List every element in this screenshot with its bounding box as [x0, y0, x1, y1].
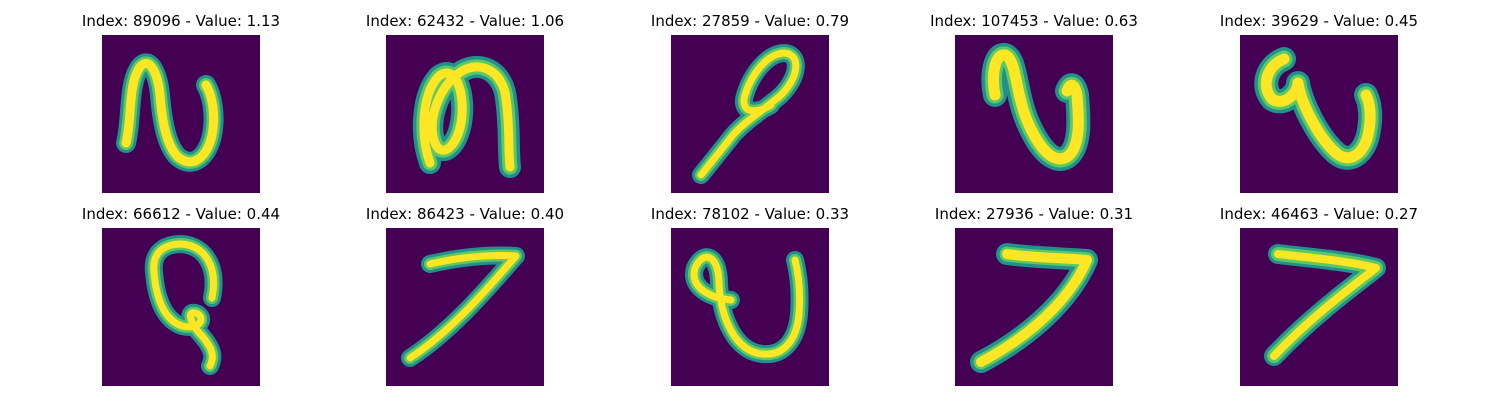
panel-title: Index: 46463 - Value: 0.27	[1219, 205, 1419, 223]
panel-title: Index: 27936 - Value: 0.31	[934, 205, 1134, 223]
digit-image	[671, 35, 829, 193]
panel-title: Index: 62432 - Value: 1.06	[365, 12, 565, 30]
digit-image	[102, 228, 260, 386]
panel-2: Index: 62432 - Value: 1.06	[345, 12, 585, 193]
digit-image	[102, 35, 260, 193]
panel-1: Index: 89096 - Value: 1.13	[61, 12, 301, 193]
panel-9: Index: 27936 - Value: 0.31	[914, 205, 1154, 386]
panel-title: Index: 89096 - Value: 1.13	[81, 12, 281, 30]
panel-title: Index: 39629 - Value: 0.45	[1219, 12, 1419, 30]
panel-6: Index: 66612 - Value: 0.44	[61, 205, 301, 386]
panel-4: Index: 107453 - Value: 0.63	[914, 12, 1154, 193]
digit-image	[386, 35, 544, 193]
digit-image	[1240, 228, 1398, 386]
panel-title: Index: 86423 - Value: 0.40	[365, 205, 565, 223]
digit-image	[1240, 35, 1398, 193]
digit-image	[955, 228, 1113, 386]
panel-5: Index: 39629 - Value: 0.45	[1199, 12, 1439, 193]
digit-image	[671, 228, 829, 386]
digit-image	[386, 228, 544, 386]
panel-3: Index: 27859 - Value: 0.79	[630, 12, 870, 193]
panel-title: Index: 66612 - Value: 0.44	[81, 205, 281, 223]
panel-title: Index: 78102 - Value: 0.33	[650, 205, 850, 223]
panel-8: Index: 78102 - Value: 0.33	[630, 205, 870, 386]
digit-image	[955, 35, 1113, 193]
panel-title: Index: 27859 - Value: 0.79	[650, 12, 850, 30]
panel-10: Index: 46463 - Value: 0.27	[1199, 205, 1439, 386]
panel-7: Index: 86423 - Value: 0.40	[345, 205, 585, 386]
panel-title: Index: 107453 - Value: 0.63	[930, 12, 1138, 30]
